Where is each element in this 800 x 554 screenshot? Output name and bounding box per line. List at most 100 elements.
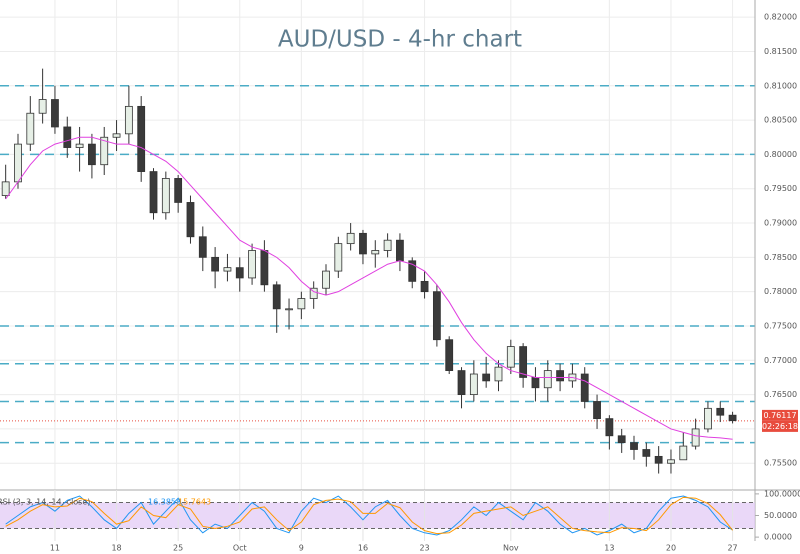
candle-body xyxy=(322,270,330,289)
candle-body xyxy=(149,171,158,214)
candle-body xyxy=(617,435,626,444)
candle-body xyxy=(531,377,540,389)
y-tick-label: 0.77000 xyxy=(764,356,797,365)
candle-body xyxy=(506,346,515,368)
chart-title: AUD/USD - 4-hr chart xyxy=(278,27,522,53)
candle-body xyxy=(371,250,380,255)
y-tick-label: 0.78000 xyxy=(764,287,797,296)
candle-body xyxy=(309,287,318,299)
candle-body xyxy=(556,370,564,382)
candle-body xyxy=(630,442,638,450)
candle-body xyxy=(124,105,133,135)
candle-body xyxy=(408,260,417,282)
candle-body xyxy=(272,284,281,310)
x-tick-label: Nov xyxy=(503,544,519,553)
x-tick-label: 25 xyxy=(173,544,183,553)
x-tick-label: 27 xyxy=(727,544,737,553)
last-price-box xyxy=(762,409,798,421)
oscillator-pane: 11 18 25 Oct 9 16 23 Nov 13 20 27 100.0000 50.0000 0.… xyxy=(0,489,800,553)
candle-body xyxy=(383,239,392,251)
y-tick-label: 0.82000 xyxy=(764,13,797,22)
candle-body xyxy=(457,370,466,396)
candle-body xyxy=(691,428,700,447)
last-price-label: 0.76117 xyxy=(763,411,796,420)
candle-body xyxy=(223,267,232,272)
y-tick-label: 0.77500 xyxy=(764,321,797,330)
countdown-box xyxy=(762,420,798,432)
price-pane: 0.755000.760000.765000.770000.775000.780… xyxy=(0,0,798,541)
y-tick-label: 0.79500 xyxy=(764,184,797,193)
y-tick-label: 0.76500 xyxy=(764,390,797,399)
candle-body xyxy=(63,126,72,148)
x-tick-label: 20 xyxy=(666,544,676,553)
candle-body xyxy=(432,291,441,341)
candle-body xyxy=(51,99,59,128)
x-tick-label: 18 xyxy=(111,544,121,553)
candle-body xyxy=(654,455,663,464)
candle-body xyxy=(420,280,429,293)
candle-body xyxy=(642,449,651,457)
candle-body xyxy=(26,112,35,145)
candle-body xyxy=(100,136,109,166)
candle-body xyxy=(285,308,293,311)
candle-body xyxy=(198,236,207,258)
y-tick-label: 0.81000 xyxy=(764,81,797,90)
indicator-value: 15.7643 xyxy=(178,498,211,507)
candle-body xyxy=(1,181,10,196)
candle-body xyxy=(445,339,454,371)
countdown: 02:26:18 xyxy=(762,422,798,431)
x-tick-label: 11 xyxy=(50,544,60,553)
y-tick-label: 0.78500 xyxy=(764,253,797,262)
candle-body xyxy=(519,346,528,378)
candle-body xyxy=(679,445,688,461)
y-tick-label: 50.0000 xyxy=(764,511,797,520)
candle-body xyxy=(494,366,503,382)
y-tick-label: 0.75500 xyxy=(764,459,797,468)
candle-body xyxy=(297,298,306,310)
candle-body xyxy=(716,407,725,416)
x-tick-label: 23 xyxy=(419,544,429,553)
x-tick-label: 13 xyxy=(604,544,614,553)
band xyxy=(0,502,755,529)
candle-body xyxy=(334,243,343,272)
candle-body xyxy=(260,250,269,286)
oscillator-line xyxy=(5,496,733,535)
candle-body xyxy=(728,414,737,422)
candle-body xyxy=(75,143,84,148)
candle-body xyxy=(38,99,47,114)
y-tick-label: 0.80000 xyxy=(764,150,797,159)
candle-body xyxy=(580,373,589,402)
candle-body xyxy=(346,232,355,245)
indicator-value: 16.3858 xyxy=(148,498,181,507)
candle-body xyxy=(359,232,367,255)
moving-average xyxy=(5,136,733,440)
candle-body xyxy=(211,256,220,272)
candle-body xyxy=(482,373,491,382)
y-tick-label: 0.80500 xyxy=(764,116,797,125)
candle-body xyxy=(174,178,183,203)
candle-body xyxy=(112,133,121,138)
candle-body xyxy=(396,239,404,262)
candle-body xyxy=(469,373,478,396)
candle-body xyxy=(248,250,256,279)
candle-body xyxy=(667,459,675,464)
x-tick-label: Oct xyxy=(233,544,247,553)
candle-body xyxy=(235,267,244,279)
candle-body xyxy=(186,202,195,238)
candle-body xyxy=(593,401,601,420)
candle-body xyxy=(161,178,170,214)
y-tick-label: 0.79000 xyxy=(764,219,797,228)
x-tick-label: 9 xyxy=(299,544,304,553)
y-tick-label: 0.0000 xyxy=(764,533,792,542)
candle-body xyxy=(543,370,552,389)
candle-body xyxy=(14,143,22,183)
candle-body xyxy=(704,407,712,430)
candle-body xyxy=(137,105,146,172)
x-tick-label: 16 xyxy=(358,544,368,553)
y-tick-label: 0.81500 xyxy=(764,47,797,56)
candle-body xyxy=(88,143,96,166)
indicator-legend: Stoch RSI (3, 3, 14, 14, close) xyxy=(0,498,90,507)
